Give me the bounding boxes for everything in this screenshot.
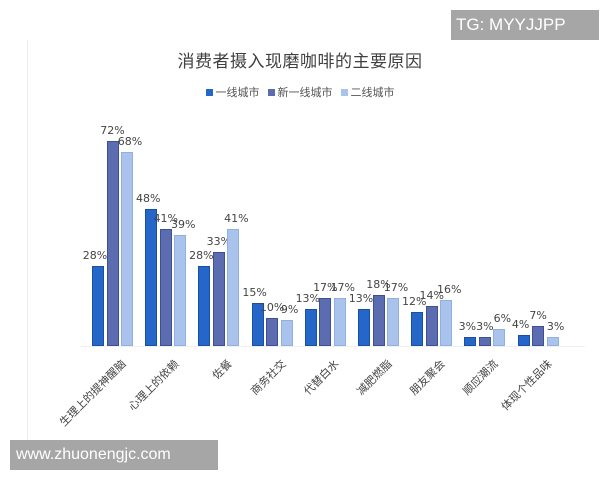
data-label: 3% (546, 320, 565, 334)
legend-item-tier1: 一线城市 (205, 84, 260, 100)
data-label: 28% (82, 249, 108, 263)
data-label: 41% (224, 212, 249, 226)
data-label: 72% (100, 123, 125, 137)
data-label: 4% (511, 317, 530, 331)
bar (212, 251, 225, 346)
data-label: 12% (401, 294, 427, 308)
bar (532, 326, 545, 346)
legend-swatch-new-tier1 (267, 88, 275, 96)
category-label: 减肥燃脂 (354, 357, 395, 398)
legend-swatch-tier2 (340, 88, 348, 96)
category-label: 代替白水 (301, 357, 342, 398)
bar (411, 311, 424, 346)
bar (517, 334, 530, 346)
data-label: 28% (189, 249, 214, 263)
legend-label-tier1: 一线城市 (215, 86, 260, 99)
data-label: 33% (206, 234, 232, 248)
data-label: 41% (153, 212, 178, 226)
bar (319, 297, 332, 346)
data-label: 39% (170, 217, 196, 231)
data-label: 6% (493, 311, 512, 325)
bar (333, 297, 346, 346)
bar (546, 337, 559, 346)
bar (387, 297, 399, 346)
data-label: 14% (419, 289, 444, 303)
data-label: 17% (383, 280, 409, 294)
category-label: 体现个性品味 (498, 357, 555, 414)
watermark-telegram: TG: MYYJJPP (451, 10, 599, 40)
bar (159, 229, 172, 346)
data-label: 13% (348, 291, 374, 305)
data-label: 16% (436, 283, 462, 297)
watermark-url: www.zhuonengjc.com (10, 440, 218, 470)
chart-title: 消费者摄入现磨咖啡的主要原因 (177, 52, 423, 72)
legend-label-tier2: 二线城市 (350, 86, 395, 99)
legend-item-new-tier1: 新一线城市 (267, 84, 333, 100)
bar (440, 300, 453, 346)
bar (304, 308, 317, 346)
bar (372, 294, 385, 346)
bar (425, 306, 438, 346)
bar (145, 209, 158, 346)
bar (266, 317, 279, 346)
bar (478, 337, 491, 346)
data-label: 10% (259, 300, 285, 314)
legend-item-tier2: 二线城市 (340, 84, 395, 100)
bar (92, 266, 104, 346)
data-label: 17% (313, 280, 338, 294)
data-label: 68% (117, 135, 143, 149)
bar (358, 308, 370, 346)
category-label: 生理上的提神醒脑 (57, 357, 129, 429)
data-label: 9% (280, 303, 299, 317)
bar (280, 320, 293, 346)
bar (106, 140, 119, 346)
bar (121, 152, 133, 346)
data-label: 15% (242, 286, 267, 300)
chart-legend: 一线城市 新一线城市 二线城市 (0, 84, 600, 100)
data-label: 48% (135, 192, 161, 206)
data-label: 13% (295, 291, 321, 305)
bar (464, 337, 477, 346)
bar (174, 234, 187, 346)
bar (251, 303, 264, 346)
category-label: 佐餐 (210, 357, 235, 383)
x-axis-baseline (80, 346, 585, 347)
bar (493, 328, 506, 346)
data-label: 3% (476, 320, 494, 334)
frame-border-line (27, 40, 28, 440)
category-label: 商务社交 (247, 357, 289, 398)
legend-label-new-tier1: 新一线城市 (277, 86, 333, 99)
legend-swatch-tier1 (205, 88, 213, 96)
bar (198, 266, 211, 346)
bar (227, 229, 240, 346)
data-label: 3% (458, 320, 477, 334)
category-label: 心理上的依赖 (125, 357, 182, 414)
data-label: 7% (529, 309, 547, 323)
category-label: 顺应潮流 (460, 357, 501, 398)
data-label: 17% (330, 280, 356, 294)
data-label: 18% (366, 277, 391, 291)
category-label: 朋友聚会 (407, 357, 448, 398)
